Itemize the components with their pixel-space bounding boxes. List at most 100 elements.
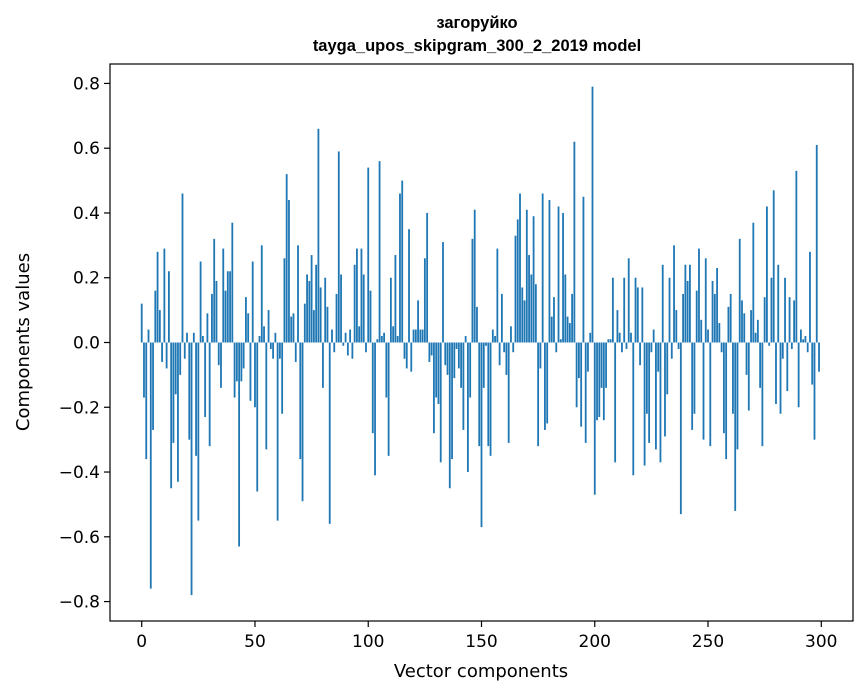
bar-207 [609,339,612,343]
bar-177 [541,193,544,343]
bar-21 [188,342,191,440]
bar-221 [641,287,644,343]
bar-83 [328,342,331,524]
bar-111 [392,326,395,343]
bar-258 [725,342,728,460]
bar-257 [722,342,725,434]
bar-220 [639,342,641,366]
bar-30 [208,342,211,447]
x-tick-label: 150 [465,632,497,652]
bar-60 [276,342,279,521]
bar-208 [611,277,614,343]
bar-226 [652,329,655,343]
bar-155 [491,329,494,343]
bar-41 [233,342,236,398]
bar-252 [711,280,714,343]
bar-246 [698,248,700,343]
bar-130 [435,342,438,398]
bar-43 [238,342,241,547]
bar-107 [383,332,385,343]
bar-281 [777,264,780,343]
bar-89 [342,342,345,346]
bar-98 [362,274,365,343]
bar-212 [621,342,623,353]
bar-35 [220,342,222,388]
bar-296 [811,342,814,385]
bar-16 [177,342,179,482]
bar-232 [666,342,669,395]
bar-4 [149,342,152,589]
bar-63 [283,258,286,343]
bar-147 [473,209,476,343]
bar-188 [566,316,569,343]
bar-180 [548,200,551,343]
bar-174 [534,284,537,343]
bar-227 [655,342,657,450]
bar-215 [627,258,630,343]
bar-23 [192,332,195,343]
bar-169 [523,300,526,343]
bar-238 [679,342,682,515]
x-tick-label: 250 [692,632,724,652]
bar-11 [165,342,168,369]
bar-135 [446,342,449,375]
bar-136 [448,342,451,489]
bar-99 [365,342,367,353]
bar-244 [693,342,696,414]
bar-236 [675,310,678,343]
y-tick-label: −0.2 [59,398,100,418]
bar-143 [464,336,467,343]
bar-262 [734,342,737,511]
bar-214 [625,342,628,349]
bar-75 [310,255,313,343]
bars-group [140,86,820,596]
bar-133 [442,242,444,343]
bar-278 [770,277,773,343]
bar-6 [154,290,157,343]
bar-165 [514,235,517,343]
bar-70 [299,342,302,460]
bar-218 [634,277,637,343]
bar-65 [288,200,290,343]
bar-154 [489,342,492,456]
bar-202 [598,342,601,417]
bar-31 [211,293,213,343]
bar-222 [643,342,646,466]
bar-268 [747,342,750,411]
bar-36 [222,248,225,343]
bar-49 [251,261,254,343]
bar-95 [356,248,358,343]
x-axis-ticks: 0 50 100 150 200 250 300 [136,621,838,652]
bar-131 [437,342,440,405]
bar-173 [532,216,535,343]
bar-285 [786,342,789,392]
bar-73 [306,274,308,343]
bar-87 [337,151,340,343]
bar-231 [664,342,666,437]
bar-72 [303,303,306,343]
bar-168 [521,287,524,343]
bar-80 [322,342,324,388]
bar-162 [507,342,510,443]
bar-181 [550,316,553,343]
bar-256 [720,342,723,353]
bar-103 [374,342,376,476]
bar-115 [401,180,404,343]
bar-74 [308,280,311,343]
bar-183 [555,342,558,353]
bar-235 [673,245,675,343]
bar-276 [766,206,768,343]
bar-277 [768,342,771,346]
bar-242 [689,264,691,343]
bar-94 [353,264,356,343]
chart-title: загоруйко [436,14,517,32]
bar-230 [661,264,664,343]
bar-279 [772,190,775,343]
bar-291 [799,329,802,343]
x-tick-label: 0 [136,632,147,652]
bar-260 [729,293,732,343]
bar-298 [815,144,818,343]
bar-152 [485,342,487,346]
bar-96 [358,326,361,343]
bar-189 [568,323,571,343]
